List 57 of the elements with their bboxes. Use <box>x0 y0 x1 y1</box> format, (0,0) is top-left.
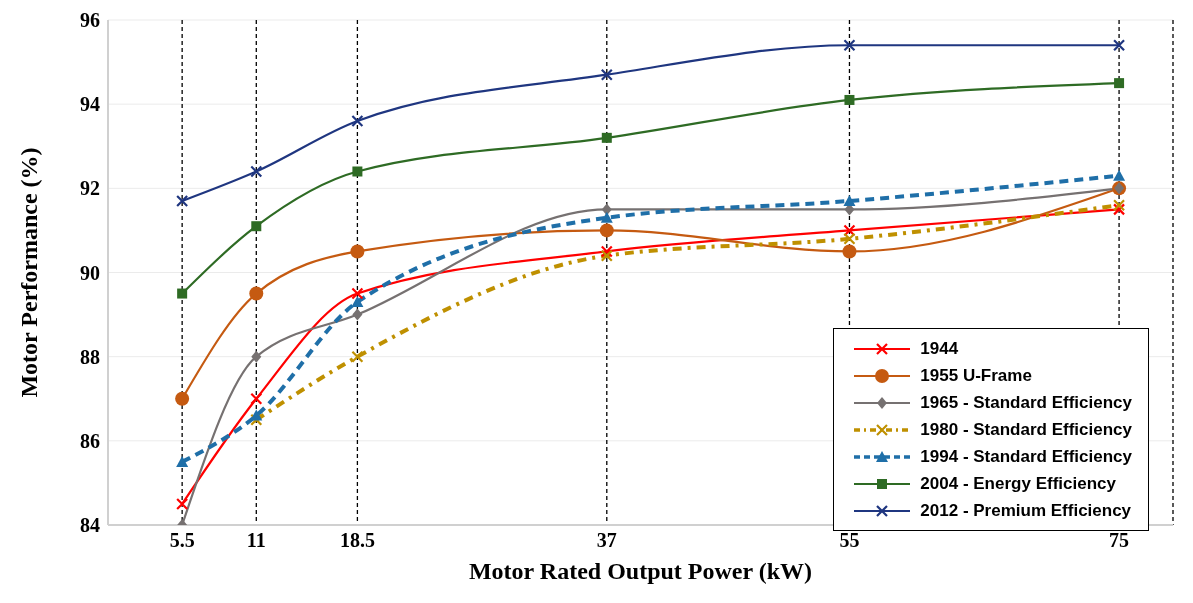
y-tick-label: 94 <box>80 93 100 116</box>
x-tick-label: 75 <box>1109 529 1130 552</box>
point <box>842 244 857 259</box>
legend-label: 1944 <box>920 338 959 359</box>
point <box>1112 39 1126 52</box>
point <box>600 245 613 258</box>
point <box>601 132 612 143</box>
point <box>1114 78 1125 89</box>
legend-label: 2004 - Energy Efficiency <box>920 473 1116 494</box>
y-axis-title: Motor Performance (%) <box>15 147 42 398</box>
point <box>176 455 189 467</box>
point <box>599 223 614 238</box>
point <box>352 308 363 321</box>
x-axis-title: Motor Rated Output Power (kW) <box>468 558 813 584</box>
point <box>843 39 856 52</box>
legend-label: 2012 - Premium Efficiency <box>920 500 1132 521</box>
point <box>600 211 613 223</box>
point <box>176 194 189 208</box>
x-tick-label: 18.5 <box>339 529 375 552</box>
y-tick-label: 86 <box>80 429 100 452</box>
legend-label: 1994 - Standard Efficiency <box>920 446 1132 467</box>
x-tick-label: 37 <box>596 529 617 552</box>
point <box>251 350 262 363</box>
x-tick-label: 11 <box>246 529 266 552</box>
legend-label: 1965 - Standard Efficiency <box>920 392 1132 413</box>
point <box>351 350 364 363</box>
point <box>1112 203 1126 216</box>
x-tick-label: 55 <box>839 529 860 552</box>
x-tick-label: 5.5 <box>169 529 195 552</box>
y-tick-label: 92 <box>80 177 100 200</box>
point <box>843 224 856 237</box>
point <box>177 288 188 299</box>
point <box>1112 199 1126 212</box>
y-tick-label: 84 <box>80 514 100 537</box>
point <box>249 286 264 301</box>
point <box>250 413 263 426</box>
point <box>350 244 365 259</box>
legend-label: 1955 U-Frame <box>920 365 1032 386</box>
legend-label: 1980 - Standard Efficiency <box>920 419 1132 440</box>
point <box>175 391 190 406</box>
point <box>250 392 263 405</box>
y-tick-label: 88 <box>80 345 100 368</box>
point <box>351 295 364 307</box>
point <box>251 221 262 232</box>
point <box>843 194 856 206</box>
point <box>600 249 613 262</box>
point <box>1113 169 1126 181</box>
point <box>176 497 189 511</box>
point <box>351 287 364 300</box>
point <box>600 68 613 81</box>
y-tick-label: 96 <box>80 9 100 32</box>
point <box>352 166 363 177</box>
point <box>250 165 263 178</box>
point <box>844 94 855 105</box>
point <box>351 114 364 128</box>
y-tick-label: 90 <box>80 261 100 284</box>
point <box>843 232 856 245</box>
